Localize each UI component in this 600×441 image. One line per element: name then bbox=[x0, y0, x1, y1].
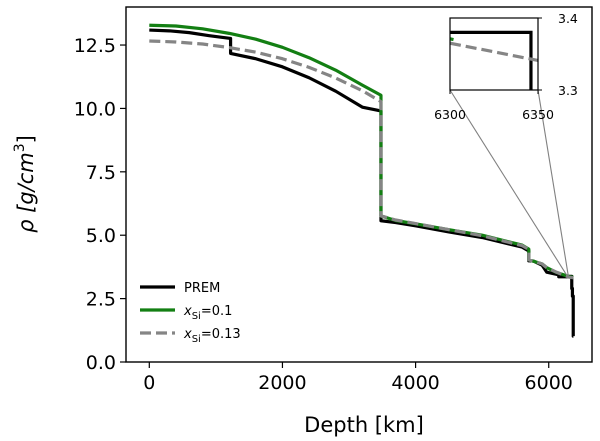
y-axis-label-prefix: ρ [g/cm bbox=[14, 152, 38, 233]
inset-y-tick-label: 3.3 bbox=[558, 83, 578, 98]
inset-y-tick-label: 3.4 bbox=[558, 11, 578, 26]
y-tick-label: 0.0 bbox=[86, 352, 116, 374]
plot-frame bbox=[125, 6, 593, 363]
y-tick-label: 10.0 bbox=[74, 98, 116, 120]
connector-line-right bbox=[537, 89, 570, 279]
inset-frame bbox=[449, 17, 539, 91]
legend-label-2: xSi=0.13 bbox=[183, 327, 241, 345]
x-axis-label: Depth [km] bbox=[304, 413, 424, 437]
x-axis: 0 2000 4000 6000 bbox=[143, 362, 573, 394]
x-tick-label: 6000 bbox=[525, 372, 573, 394]
inset-x-tick-label: 6300 bbox=[434, 107, 466, 122]
zoom-connector-lines bbox=[449, 89, 570, 279]
connector-line-left bbox=[449, 89, 570, 279]
x-tick-label: 2000 bbox=[258, 372, 306, 394]
y-axis-label: ρ [g/cm3] bbox=[12, 135, 38, 233]
inset-series-line-0 bbox=[450, 30, 533, 90]
y-axis-label-sup: 3 bbox=[12, 143, 28, 152]
inset-plot: 6300 6350 3.3 3.4 bbox=[434, 11, 578, 122]
inset-series-line-2 bbox=[450, 41, 538, 63]
legend-label-1: xSi=0.1 bbox=[183, 304, 232, 322]
legend: PREM xSi=0.1 xSi=0.13 bbox=[140, 281, 241, 345]
inset-background bbox=[450, 18, 538, 90]
y-tick-label: 12.5 bbox=[74, 35, 116, 57]
legend-label-0: PREM bbox=[184, 281, 220, 296]
inset-x-tick-label: 6350 bbox=[522, 107, 554, 122]
y-tick-label: 5.0 bbox=[86, 225, 116, 247]
x-tick-label: 0 bbox=[143, 372, 155, 394]
y-axis-label-suffix: ] bbox=[14, 135, 38, 143]
main-plot-lines bbox=[149, 23, 575, 338]
series-line-0 bbox=[149, 28, 575, 338]
x-tick-label: 4000 bbox=[391, 372, 439, 394]
main-axes-frame bbox=[125, 6, 593, 363]
y-tick-label: 2.5 bbox=[86, 289, 116, 311]
y-tick-label: 7.5 bbox=[86, 162, 116, 184]
y-axis: 0.0 2.5 5.0 7.5 10.0 12.5 bbox=[74, 35, 126, 374]
series-line-2 bbox=[149, 39, 574, 280]
